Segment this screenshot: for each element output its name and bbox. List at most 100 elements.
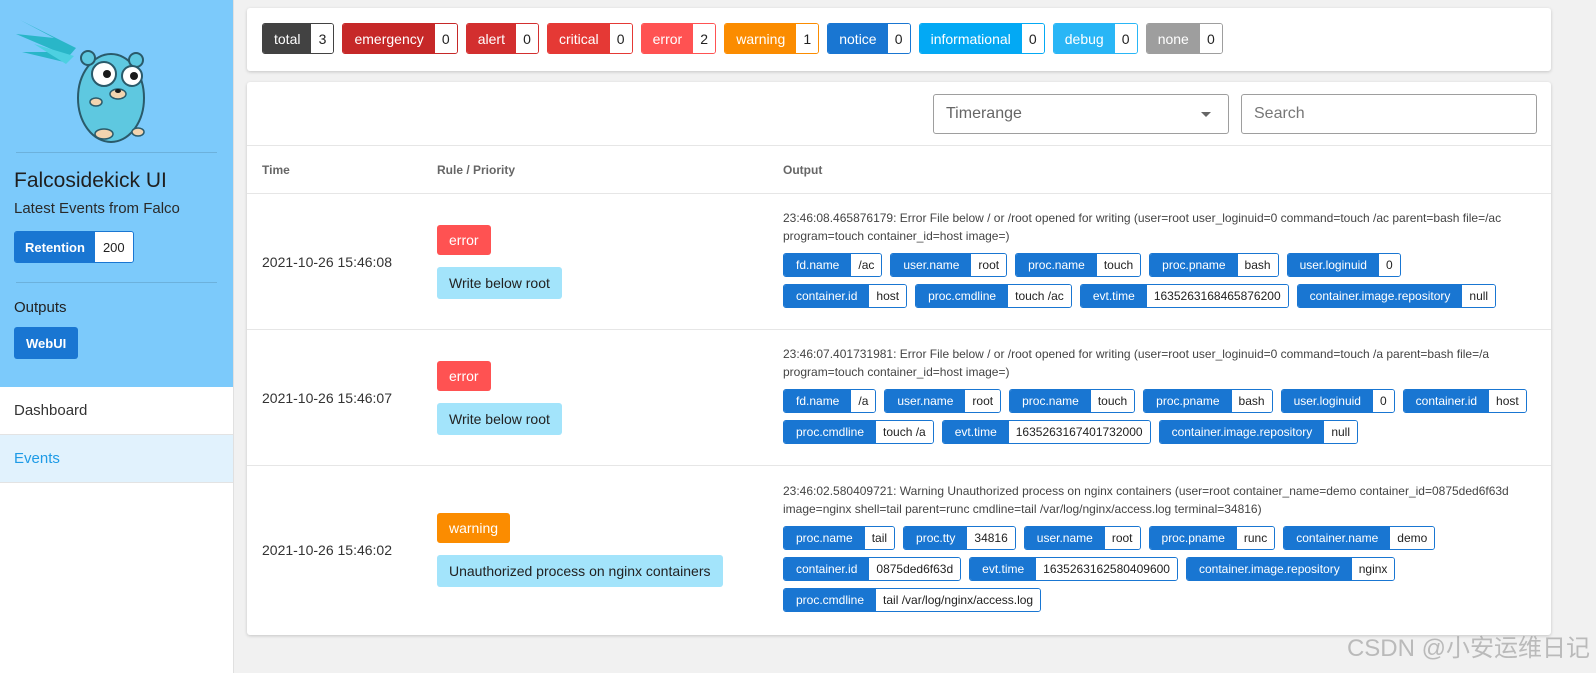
output-field-chip[interactable]: user.loginuid 0 bbox=[1286, 252, 1401, 277]
field-value: touch bbox=[1090, 389, 1135, 412]
output-field-chip[interactable]: container.id 0875ded6f63d bbox=[783, 556, 962, 581]
output-cell: 23:46:07.401731981: Error File below / o… bbox=[768, 345, 1551, 451]
webui-output-button[interactable]: WebUI bbox=[14, 327, 79, 359]
output-field-chip[interactable]: proc.tty 34816 bbox=[903, 525, 1016, 550]
field-value: 1635263162580409600 bbox=[1036, 557, 1177, 580]
search-input[interactable] bbox=[1241, 94, 1537, 134]
output-field-chip[interactable]: container.id host bbox=[1402, 388, 1527, 413]
field-value: root bbox=[965, 389, 1001, 412]
field-key: fd.name bbox=[784, 389, 852, 412]
count-chip-notice[interactable]: notice 0 bbox=[827, 23, 911, 54]
field-key: proc.pname bbox=[1144, 389, 1232, 412]
field-value: root bbox=[971, 253, 1007, 276]
output-field-chip[interactable]: container.image.repository null bbox=[1158, 419, 1358, 444]
count-chip-debug[interactable]: debug 0 bbox=[1052, 23, 1138, 54]
output-field-chip[interactable]: user.loginuid 0 bbox=[1280, 388, 1395, 413]
output-field-chip[interactable]: fd.name/ac bbox=[783, 252, 883, 277]
output-cell: 23:46:08.465876179: Error File below / o… bbox=[768, 209, 1551, 315]
count-label: none bbox=[1146, 24, 1200, 53]
output-field-chip[interactable]: evt.time 1635263168465876200 bbox=[1079, 283, 1289, 308]
output-field-chip[interactable]: user.name root bbox=[884, 388, 1002, 413]
table-row: 2021-10-26 15:46:02 warning Unauthorized p… bbox=[247, 466, 1551, 634]
count-chip-emergency[interactable]: emergency 0 bbox=[342, 23, 458, 54]
count-value: 1 bbox=[796, 24, 819, 53]
divider bbox=[16, 282, 217, 283]
field-key: container.image.repository bbox=[1186, 557, 1352, 580]
divider bbox=[16, 152, 217, 153]
field-key: user.name bbox=[885, 389, 966, 412]
field-value: 0 bbox=[1378, 253, 1400, 276]
output-field-chip[interactable]: proc.pname bash bbox=[1143, 388, 1273, 413]
output-field-chip[interactable]: proc.cmdline tail /var/log/nginx/access.l… bbox=[783, 587, 1042, 612]
field-value: /ac bbox=[851, 253, 882, 276]
timerange-select[interactable]: Timerange bbox=[933, 94, 1229, 134]
output-field-chip[interactable]: container.id host bbox=[783, 283, 908, 308]
event-time: 2021-10-26 15:46:02 bbox=[262, 542, 392, 558]
field-value: tail bbox=[864, 526, 895, 549]
count-chip-none[interactable]: none 0 bbox=[1145, 23, 1223, 54]
count-chip-warning[interactable]: warning 1 bbox=[724, 23, 820, 54]
rule-badge[interactable]: Write below root bbox=[437, 402, 562, 435]
output-field-chip[interactable]: user.name root bbox=[890, 252, 1008, 277]
event-time: 2021-10-26 15:46:07 bbox=[262, 389, 392, 406]
count-chip-total[interactable]: total 3 bbox=[262, 23, 335, 54]
field-key: user.loginuid bbox=[1281, 389, 1373, 412]
field-key: proc.name bbox=[1010, 389, 1091, 412]
field-value: host bbox=[869, 284, 907, 307]
field-key: proc.cmdline bbox=[916, 284, 1009, 307]
field-key: evt.time bbox=[942, 420, 1009, 443]
rule-badge[interactable]: Unauthorized process on nginx containers bbox=[437, 555, 723, 587]
priority-badge[interactable]: error bbox=[437, 224, 491, 255]
field-key: proc.pname bbox=[1149, 526, 1237, 549]
table-header: Time Rule / Priority Output bbox=[247, 146, 1551, 194]
field-key: container.id bbox=[1403, 389, 1490, 412]
count-chip-critical[interactable]: critical 0 bbox=[546, 23, 633, 54]
output-field-chip[interactable]: proc.name touch bbox=[1009, 388, 1136, 413]
column-header-rule[interactable]: Rule / Priority bbox=[437, 162, 516, 177]
output-text: 23:46:07.401731981: Error File below / o… bbox=[783, 346, 1490, 379]
priority-badge[interactable]: error bbox=[437, 360, 491, 391]
output-field-chip[interactable]: container.image.repository nginx bbox=[1185, 556, 1396, 581]
count-label: warning bbox=[725, 24, 797, 53]
output-field-chip[interactable]: user.name root bbox=[1023, 525, 1141, 550]
field-key: proc.pname bbox=[1150, 253, 1238, 276]
output-field-chip[interactable]: fd.name/a bbox=[783, 388, 877, 413]
field-value: 0 bbox=[1372, 389, 1394, 412]
field-key: fd.name bbox=[784, 253, 852, 276]
output-field-chip[interactable]: container.image.repository null bbox=[1296, 283, 1497, 308]
count-chip-alert[interactable]: alert 0 bbox=[465, 23, 539, 54]
output-field-chip[interactable]: proc.pname runc bbox=[1148, 525, 1276, 550]
count-chip-error[interactable]: error 2 bbox=[640, 23, 717, 54]
output-field-chip[interactable]: evt.time 1635263162580409600 bbox=[969, 556, 1178, 581]
output-field-chip[interactable]: evt.time 1635263167401732000 bbox=[941, 419, 1151, 444]
count-chip-informational[interactable]: informational 0 bbox=[918, 23, 1045, 54]
field-key: user.loginuid bbox=[1287, 253, 1379, 276]
field-value: 0875ded6f63d bbox=[869, 557, 961, 580]
count-label: total bbox=[263, 24, 312, 53]
table-row: 2021-10-26 15:46:07 error Write below root… bbox=[247, 330, 1551, 466]
output-field-chip[interactable]: proc.name tail bbox=[783, 525, 896, 550]
column-header-time[interactable]: Time bbox=[262, 162, 290, 177]
sidebar: Falcosidekick UI Latest Events from Falc… bbox=[0, 0, 234, 673]
column-header-output[interactable]: Output bbox=[783, 162, 823, 177]
output-field-chip[interactable]: proc.cmdline touch /a bbox=[783, 419, 934, 444]
field-value: touch /ac bbox=[1008, 284, 1071, 307]
field-value: bash bbox=[1231, 389, 1272, 412]
events-card: Timerange Time Rule / Priority Output 20… bbox=[247, 82, 1551, 635]
output-fields: fd.name/ac user.name root proc.name touch pro… bbox=[783, 252, 1535, 315]
nav-item-events[interactable]: Events bbox=[0, 435, 233, 483]
count-value: 2 bbox=[693, 24, 716, 53]
priority-badge[interactable]: warning bbox=[437, 513, 511, 543]
field-value: tail /var/log/nginx/access.log bbox=[876, 588, 1041, 611]
output-field-chip[interactable]: container.name demo bbox=[1283, 525, 1436, 550]
count-value: 0 bbox=[434, 24, 457, 53]
field-value: nginx bbox=[1351, 557, 1395, 580]
output-field-chip[interactable]: proc.cmdline touch /ac bbox=[915, 283, 1072, 308]
watermark: CSDN @小安运维日记 bbox=[1346, 635, 1590, 662]
output-field-chip[interactable]: proc.pname bash bbox=[1149, 252, 1279, 277]
nav-item-dashboard[interactable]: Dashboard bbox=[0, 387, 233, 435]
field-key: container.name bbox=[1284, 526, 1391, 549]
rule-badge[interactable]: Write below root bbox=[437, 266, 562, 299]
output-field-chip[interactable]: proc.name touch bbox=[1015, 252, 1142, 277]
count-value: 0 bbox=[515, 24, 538, 53]
